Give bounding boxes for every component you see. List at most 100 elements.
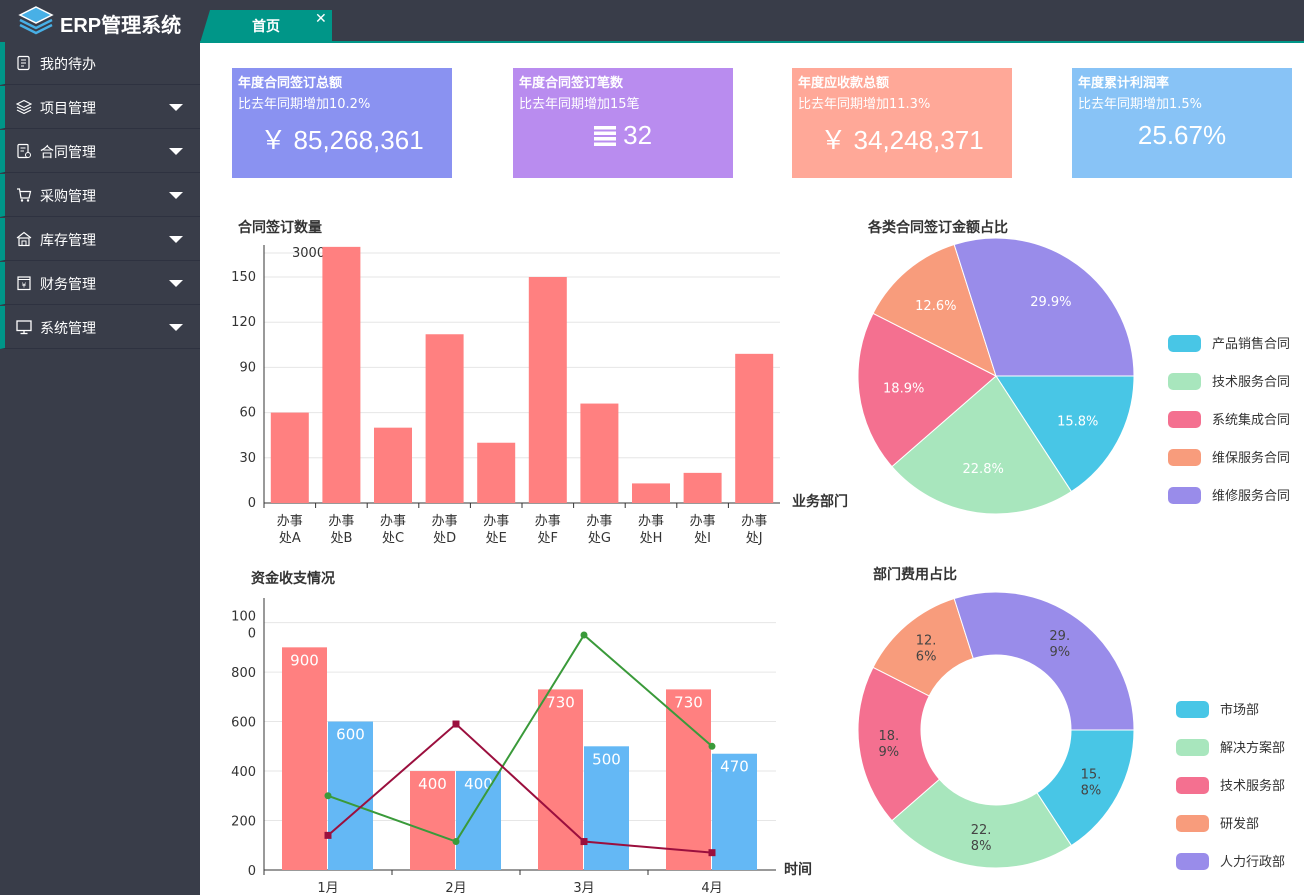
y-tick-label: 100 (231, 610, 256, 625)
pie-slice (872, 243, 997, 377)
line-marker (708, 742, 716, 750)
x-tick-label: 处E (486, 531, 507, 546)
bar (712, 753, 757, 870)
chevron-down-icon[interactable] (169, 280, 183, 287)
y-tick-label: 0 (248, 627, 256, 642)
finance-icon: ¥ (17, 276, 31, 291)
chevron-down-icon[interactable] (169, 236, 183, 243)
svg-text:¥: ¥ (22, 282, 27, 290)
bar (735, 353, 774, 503)
bar (666, 689, 711, 870)
contract-icon (17, 143, 31, 159)
tab-home[interactable] (200, 10, 332, 43)
x-tick-label: 处D (433, 531, 456, 546)
sidebar-item-system[interactable]: 系统管理 (0, 306, 200, 349)
bar (328, 721, 373, 870)
sidebar-item-label: 库存管理 (40, 233, 96, 249)
x-tick-label: 办事 (483, 514, 509, 529)
list-icon (593, 126, 616, 146)
card-value: ￥ 85,268,361 (260, 125, 424, 155)
legend-label: 产品销售合同 (1212, 336, 1290, 352)
sidebar-item-contracts[interactable]: 合同管理 (0, 130, 200, 173)
chart-title-contract-count: 合同签订数量 (238, 220, 322, 236)
legend-label: 市场部 (1220, 702, 1259, 718)
card-title: 年度应收款总额 (798, 76, 890, 91)
chevron-down-icon[interactable] (169, 104, 183, 111)
chevron-down-icon[interactable] (169, 192, 183, 199)
sidebar-item-purchasing[interactable]: 采购管理 (0, 174, 200, 217)
x-tick-label: 处I (694, 531, 711, 546)
pie-slice (953, 591, 1135, 731)
y-tick-label: 30 (239, 451, 256, 466)
sidebar-item-label: 项目管理 (40, 101, 96, 117)
x-tick-label: 办事 (690, 514, 716, 529)
legend-swatch (1168, 449, 1201, 466)
x-axis-title: 时间 (784, 861, 812, 878)
slice-label: 29.9% (1030, 295, 1071, 310)
sidebar: 我的待办 项目管理 合同管理 采购管理 库存管理 ¥ 财务管理 系统管理 (0, 42, 200, 895)
bar (374, 427, 412, 503)
slice-label: 12. (916, 634, 937, 649)
kpi-card-contract-count: 年度合同签订笔数 比去年同期增加15笔 32 (513, 68, 733, 178)
card-value-row: 32 (513, 120, 733, 151)
y-tick-label: 400 (231, 765, 256, 780)
x-tick-label: 办事 (586, 514, 612, 529)
legend-label: 维修服务合同 (1212, 488, 1290, 504)
logo-icon (18, 6, 54, 35)
y-tick-label: 600 (231, 716, 256, 731)
slice-label: 9% (1049, 645, 1070, 660)
sidebar-item-inventory[interactable]: 库存管理 (0, 218, 200, 261)
bar-label: 730 (674, 693, 703, 711)
legend-swatch (1176, 853, 1209, 870)
sidebar-item-label: 财务管理 (40, 277, 96, 293)
sidebar-item-finance[interactable]: ¥ 财务管理 (0, 262, 200, 305)
bar (632, 483, 670, 503)
y-tick-label: 200 (231, 815, 256, 830)
legend-swatch (1168, 411, 1201, 428)
bar-label: 900 (290, 651, 319, 669)
card-subtitle: 比去年同期增加15笔 (519, 97, 640, 112)
x-tick-label: 处B (330, 531, 352, 546)
legend-label: 技术服务合同 (1212, 374, 1290, 390)
sidebar-item-todo[interactable]: 我的待办 (0, 42, 200, 85)
slice-label: 29. (1049, 629, 1070, 644)
chevron-down-icon[interactable] (169, 324, 183, 331)
pie-slice (891, 778, 1073, 869)
bar-label: 600 (336, 726, 365, 744)
sidebar-item-label: 合同管理 (40, 145, 96, 161)
pie-slice (995, 375, 1135, 493)
pie-slice (953, 237, 1135, 377)
chevron-down-icon[interactable] (169, 148, 183, 155)
kpi-card-contract-amount: 年度合同签订总额 比去年同期增加10.2% ￥ 85,268,361 (232, 68, 452, 178)
card-title: 年度累计利润率 (1078, 76, 1170, 91)
x-tick-label: 处J (746, 531, 763, 546)
sidebar-item-projects[interactable]: 项目管理 (0, 86, 200, 129)
line-marker (580, 631, 588, 639)
y-tick-label: 0 (248, 864, 256, 879)
line-marker (324, 831, 332, 839)
y-tick-label: 3000 (292, 246, 325, 261)
bar-label: 400 (464, 775, 493, 793)
card-subtitle: 比去年同期增加11.3% (798, 97, 931, 112)
tab-home-label[interactable]: 首页 (252, 19, 280, 35)
card-subtitle: 比去年同期增加10.2% (238, 97, 371, 112)
bar-label: 470 (720, 758, 749, 776)
x-tick-label: 办事 (328, 514, 354, 529)
bar (528, 277, 567, 503)
bar (322, 246, 361, 503)
bar (410, 771, 455, 870)
x-tick-label: 2月 (445, 881, 466, 895)
donut-chart-dept-cost: 15.8%22.8%18.9%12.6%29.9%市场部解决方案部技术服务部研发… (857, 591, 1285, 870)
x-tick-label: 办事 (638, 514, 664, 529)
pie-chart-contract-share: 15.8% 22.8% 18.9% 12.6% 29.9% 产品销售合同技术服务合同系统集… (857, 237, 1290, 515)
x-tick-label: 3月 (573, 881, 594, 895)
x-tick-label: 办事 (741, 514, 767, 529)
x-tick-label: 处G (588, 531, 611, 546)
bar-label: 500 (592, 750, 621, 768)
tab-close-icon[interactable]: ✕ (315, 11, 327, 27)
x-tick-label: 办事 (432, 514, 458, 529)
slice-label: 18.9% (883, 381, 924, 396)
warehouse-icon (16, 231, 32, 247)
